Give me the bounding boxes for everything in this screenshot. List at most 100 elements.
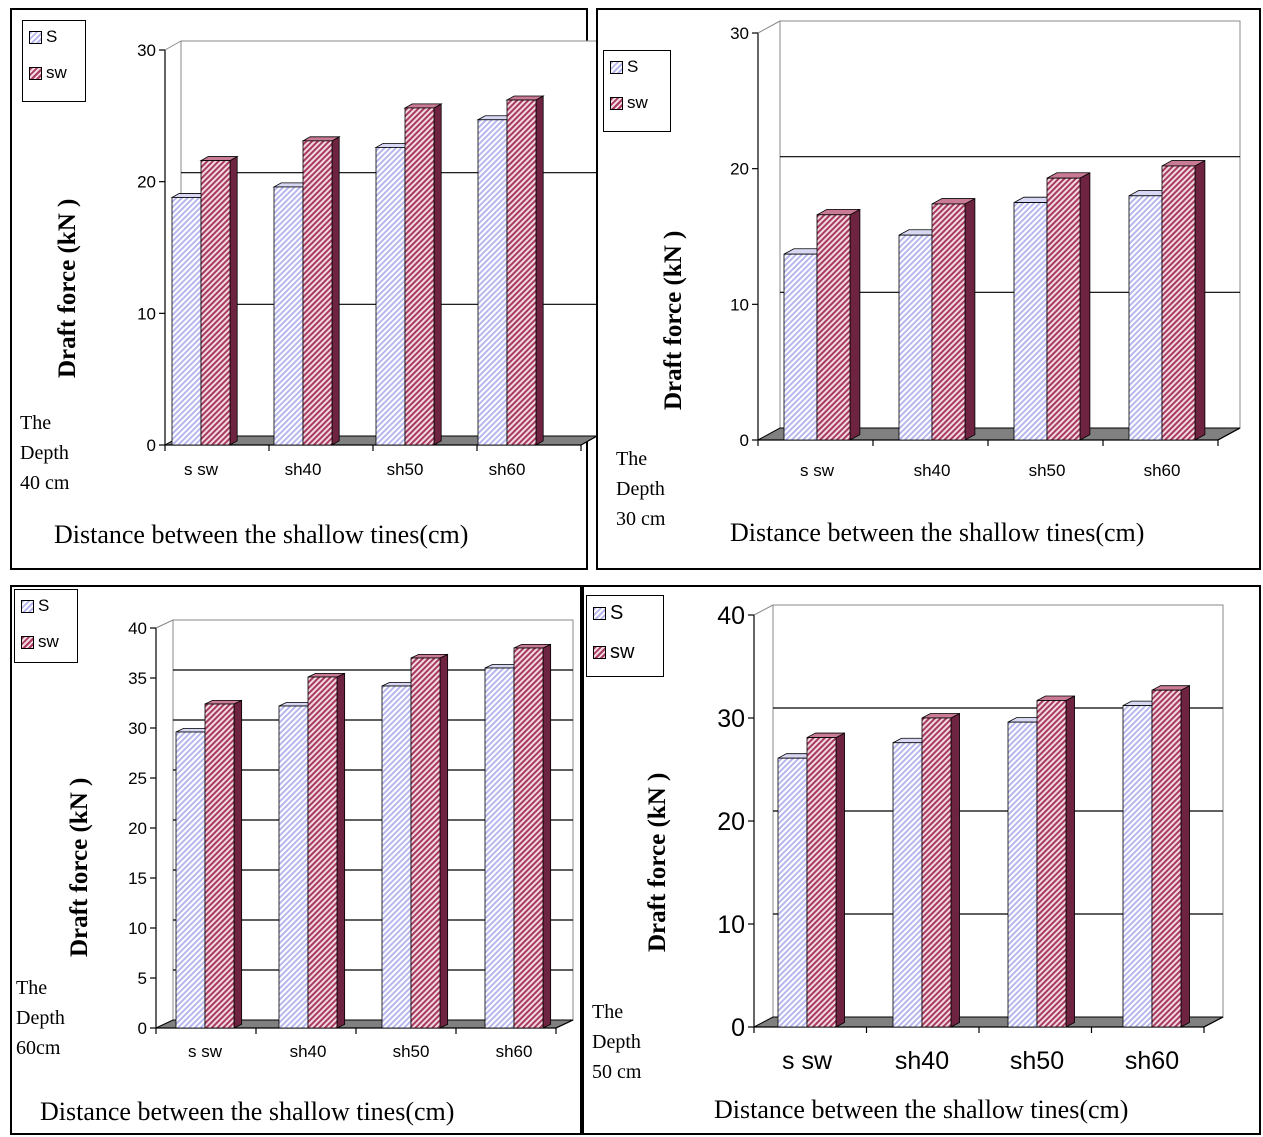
bar-top-face: [403, 103, 443, 109]
bar-sw-2: [1046, 172, 1091, 441]
y-tick-label: 10: [730, 295, 749, 314]
y-axis-depth-line: [757, 20, 781, 34]
bar-front-face: [898, 234, 933, 441]
bar-front-face: [931, 203, 966, 441]
bar-side-face: [331, 136, 340, 446]
bar-side-face: [1065, 695, 1075, 1028]
bar-side-face: [229, 155, 238, 446]
y-axis-label: Draft force (kN ): [66, 777, 93, 957]
bar-front-face: [783, 253, 818, 441]
y-tick-label: 10: [128, 919, 147, 938]
bar-front-face: [410, 657, 441, 1029]
bar-side-face: [1194, 159, 1206, 441]
y-tick-label: 15: [128, 869, 147, 888]
x-category-label: s sw: [184, 460, 219, 479]
depth-line-1: The: [16, 977, 48, 999]
y-axis-label: Draft force (kN ): [54, 198, 81, 378]
legend-item-s: S: [610, 57, 664, 77]
bar-front-face: [506, 99, 537, 446]
y-axis-depth-line: [164, 40, 182, 51]
y-tick-label: 20: [730, 160, 749, 179]
bar-front-face: [175, 731, 206, 1029]
bar-sw-0: [806, 732, 845, 1028]
bar-front-face: [1036, 700, 1067, 1028]
x-category-label: sh40: [914, 461, 951, 480]
legend-item-s: S: [593, 602, 657, 625]
legend-item-sw: sw: [610, 93, 664, 113]
x-category-label: sh50: [1029, 461, 1066, 480]
x-category-label: sh40: [290, 1042, 327, 1061]
bar-front-face: [200, 160, 231, 446]
depth-line-2: Depth: [16, 1007, 65, 1029]
chart-plot: 0 5 10 15 20 25 30 35 40 s sw sh40 sh50 sh60: [128, 619, 574, 1061]
y-tick-label: 30: [730, 24, 749, 43]
x-category-label: sh40: [895, 1047, 949, 1075]
bar-sw-1: [301, 136, 341, 446]
legend-swatch-s: [610, 60, 623, 74]
chart-plot: 0 10 20 30 40 s sw sh40 sh50 sh60: [717, 602, 1224, 1075]
legend-item-sw: sw: [29, 63, 79, 83]
depth-line-3: 40 cm: [20, 472, 70, 494]
y-axis-label: Draft force (kN ): [644, 772, 671, 952]
bar-front-face: [307, 676, 338, 1029]
y-tick-label: 10: [717, 911, 745, 939]
bar-top-face: [505, 95, 545, 101]
legend-label-sw: sw: [46, 63, 67, 82]
depth-line-1: The: [20, 412, 52, 434]
legend-item-sw: sw: [593, 641, 657, 664]
bar-side-face: [1079, 172, 1091, 441]
bar-sw-2: [410, 653, 449, 1029]
depth-line-2: Depth: [592, 1031, 641, 1053]
bar-side-face: [950, 712, 960, 1028]
bar-side-face: [336, 672, 346, 1029]
x-axis-label: Distance between the shallow tines(cm): [730, 518, 1145, 547]
chart-panel-depth-60: 0 5 10 15 20 25 30 35 40 s sw sh40 sh50 sh60 S sw Dr…: [10, 585, 582, 1135]
bar-front-face: [1122, 705, 1153, 1028]
chart-plot: 0 10 20 30 s sw sh40 sh50 sh60: [730, 20, 1241, 480]
y-tick-label: 0: [740, 431, 749, 450]
y-tick-label: 0: [731, 1014, 745, 1042]
x-axis-label: Distance between the shallow tines(cm): [714, 1095, 1129, 1124]
legend-item-s: S: [29, 27, 79, 47]
legend-label-s: S: [610, 602, 624, 624]
bar-front-face: [302, 140, 333, 446]
y-axis-depth-line: [753, 604, 774, 616]
bar-front-face: [892, 742, 923, 1028]
bar-front-face: [278, 705, 309, 1029]
chart-legend: S sw: [603, 50, 671, 132]
bar-sw-1: [307, 672, 346, 1029]
x-axis-depth-line: [1203, 1016, 1224, 1028]
x-category-label: sh60: [496, 1042, 533, 1061]
chart-legend: S sw: [22, 20, 86, 102]
y-tick-label: 20: [128, 819, 147, 838]
bar-top-face: [301, 136, 341, 142]
x-category-label: sh50: [387, 460, 424, 479]
bar-side-face: [964, 197, 976, 441]
y-tick-label: 30: [137, 41, 156, 60]
y-axis-depth-line: [155, 619, 174, 629]
x-category-label: s sw: [800, 461, 835, 480]
bar-front-face: [204, 703, 235, 1029]
y-tick-label: 25: [128, 769, 147, 788]
y-tick-label: 20: [717, 808, 745, 836]
x-axis-label: Distance between the shallow tines(cm): [54, 520, 469, 549]
legend-label-s: S: [46, 27, 58, 46]
y-tick-label: 20: [137, 173, 156, 192]
legend-label-sw: sw: [38, 632, 59, 651]
legend-swatch-s: [593, 607, 606, 620]
bar-sw-0: [816, 208, 861, 441]
bar-sw-3: [505, 95, 545, 446]
bar-front-face: [1007, 721, 1038, 1028]
x-axis-depth-line: [580, 435, 598, 446]
depth-line-3: 60cm: [16, 1037, 61, 1059]
bar-side-face: [835, 732, 845, 1028]
legend-label-sw: sw: [627, 93, 648, 112]
depth-line-1: The: [592, 1001, 624, 1023]
legend-swatch-sw: [21, 635, 34, 649]
legend-swatch-sw: [29, 66, 42, 80]
y-tick-label: 30: [128, 719, 147, 738]
bar-side-face: [535, 95, 544, 446]
bar-sw-3: [513, 643, 552, 1029]
bar-sw-1: [921, 712, 960, 1028]
bar-front-face: [1013, 202, 1048, 441]
